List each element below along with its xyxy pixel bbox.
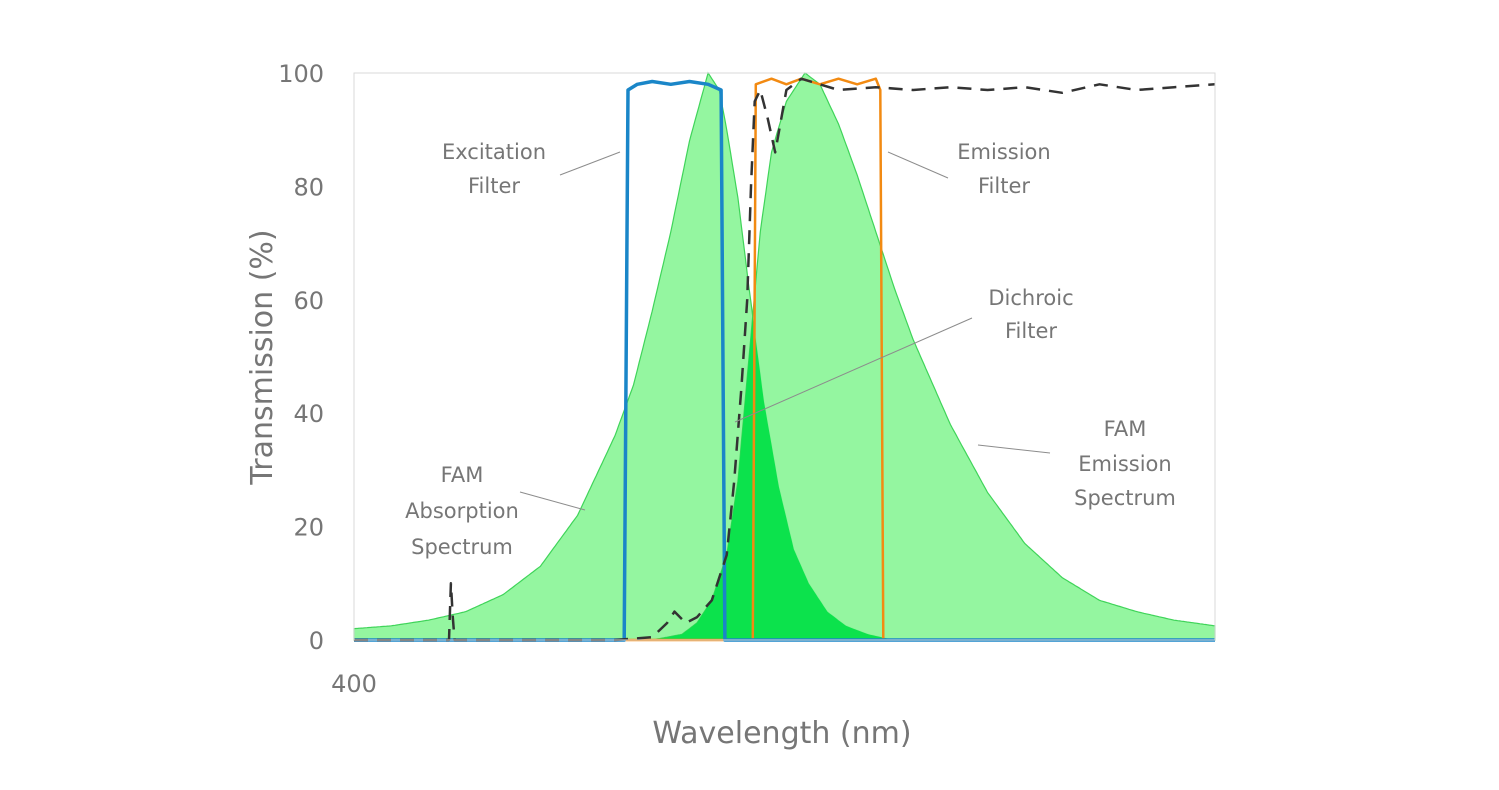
emspec-annotation-label: FAM <box>1104 417 1147 441</box>
dichroic-annotation-label: Dichroic <box>988 286 1073 310</box>
excitation-annotation-label: Filter <box>468 174 520 198</box>
x-axis-title: Wavelength (nm) <box>652 716 911 751</box>
excitation-annotation-label: Excitation <box>442 140 546 164</box>
y-tick-label: 60 <box>293 287 324 315</box>
y-tick-label: 40 <box>293 400 324 428</box>
dichroic-annotation-label: Filter <box>1005 319 1057 343</box>
emission-leader-line <box>887 151 949 179</box>
emspec-annotation-label: Spectrum <box>1074 486 1176 510</box>
emspec-annotation-label: Emission <box>1078 452 1171 476</box>
y-tick-label: 100 <box>278 60 324 88</box>
spectral-overlap-area <box>652 316 895 640</box>
y-axis-title: Transmission (%) <box>245 229 280 485</box>
emspec-leader-line <box>977 444 1051 454</box>
absorption-leader-line <box>519 491 586 511</box>
y-tick-label: 80 <box>293 173 324 201</box>
y-tick-label: 20 <box>293 514 324 542</box>
fam-emission-spectrum-area <box>652 72 1216 641</box>
emission-filter-line <box>354 77 1215 642</box>
plot-area <box>353 72 1216 641</box>
absorption-annotation-label: Spectrum <box>411 535 513 559</box>
absorption-annotation-label: FAM <box>441 463 484 487</box>
dichroic-filter-line <box>354 77 1216 642</box>
y-tick-label: 0 <box>309 627 324 655</box>
absorption-annotation-label: Absorption <box>405 499 519 523</box>
emission-annotation-label: Filter <box>978 174 1030 198</box>
excitation-leader-line <box>559 151 621 176</box>
x-tick-label: 400 <box>331 670 377 698</box>
excitation-filter-line <box>354 79 1215 642</box>
dichroic-leader-line <box>734 317 973 423</box>
emission-annotation-label: Emission <box>957 140 1050 164</box>
